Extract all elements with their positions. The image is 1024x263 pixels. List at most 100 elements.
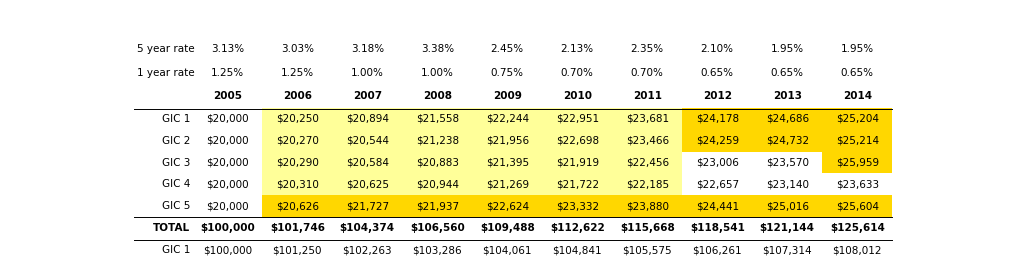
- Bar: [543, 130, 612, 152]
- Text: 2013: 2013: [773, 91, 802, 101]
- Text: $118,541: $118,541: [690, 223, 744, 233]
- Text: $21,269: $21,269: [485, 179, 528, 189]
- Text: 3.18%: 3.18%: [350, 44, 384, 54]
- Bar: [612, 130, 682, 152]
- Bar: [543, 174, 612, 195]
- Text: 2008: 2008: [423, 91, 452, 101]
- Bar: [332, 108, 402, 130]
- Text: $22,698: $22,698: [556, 136, 599, 146]
- Text: $21,238: $21,238: [416, 136, 459, 146]
- Text: $23,570: $23,570: [766, 158, 809, 168]
- Text: $20,250: $20,250: [275, 114, 318, 124]
- Text: $24,178: $24,178: [695, 114, 738, 124]
- Text: 2.10%: 2.10%: [700, 44, 734, 54]
- Text: 0.65%: 0.65%: [841, 68, 873, 78]
- Text: $20,544: $20,544: [346, 136, 389, 146]
- Bar: [543, 152, 612, 174]
- Text: $21,956: $21,956: [485, 136, 528, 146]
- Text: $20,310: $20,310: [275, 179, 318, 189]
- Text: GIC 5: GIC 5: [162, 201, 189, 211]
- Bar: [753, 195, 822, 217]
- Text: $22,185: $22,185: [626, 179, 669, 189]
- Text: $25,016: $25,016: [766, 201, 809, 211]
- Text: 2007: 2007: [352, 91, 382, 101]
- Text: 0.65%: 0.65%: [700, 68, 734, 78]
- Text: $23,332: $23,332: [556, 201, 599, 211]
- Text: $106,261: $106,261: [692, 245, 742, 255]
- Text: $20,584: $20,584: [346, 158, 389, 168]
- Text: 1.00%: 1.00%: [421, 68, 454, 78]
- Text: $23,140: $23,140: [766, 179, 809, 189]
- Text: $21,395: $21,395: [485, 158, 528, 168]
- Text: $20,894: $20,894: [346, 114, 389, 124]
- Text: $20,944: $20,944: [416, 179, 459, 189]
- Text: 2010: 2010: [563, 91, 592, 101]
- Bar: [612, 108, 682, 130]
- Bar: [753, 130, 822, 152]
- Bar: [472, 152, 543, 174]
- Text: GIC 4: GIC 4: [162, 179, 189, 189]
- Text: $108,012: $108,012: [833, 245, 882, 255]
- Bar: [612, 195, 682, 217]
- Text: $107,314: $107,314: [763, 245, 812, 255]
- Text: $24,441: $24,441: [695, 201, 738, 211]
- Text: GIC 3: GIC 3: [162, 158, 189, 168]
- Bar: [332, 195, 402, 217]
- Text: GIC 1: GIC 1: [162, 114, 189, 124]
- Text: $23,880: $23,880: [626, 201, 669, 211]
- Bar: [332, 130, 402, 152]
- Text: $102,263: $102,263: [342, 245, 392, 255]
- Text: 1.00%: 1.00%: [351, 68, 384, 78]
- Bar: [402, 174, 472, 195]
- Bar: [472, 195, 543, 217]
- Text: 1.95%: 1.95%: [841, 44, 873, 54]
- Text: $23,681: $23,681: [626, 114, 669, 124]
- Text: $21,919: $21,919: [556, 158, 599, 168]
- Bar: [262, 174, 332, 195]
- Text: 1 year rate: 1 year rate: [137, 68, 195, 78]
- Text: $20,000: $20,000: [206, 114, 249, 124]
- Text: 2.45%: 2.45%: [490, 44, 524, 54]
- Bar: [332, 152, 402, 174]
- Text: $121,144: $121,144: [760, 223, 815, 233]
- Text: $100,000: $100,000: [200, 223, 255, 233]
- Bar: [682, 108, 753, 130]
- Text: $25,959: $25,959: [836, 158, 879, 168]
- Text: $106,560: $106,560: [410, 223, 465, 233]
- Bar: [822, 130, 892, 152]
- Text: 0.70%: 0.70%: [561, 68, 594, 78]
- Text: 1.95%: 1.95%: [771, 44, 804, 54]
- Text: 0.65%: 0.65%: [771, 68, 804, 78]
- Text: 2005: 2005: [213, 91, 242, 101]
- Text: 3.13%: 3.13%: [211, 44, 244, 54]
- Text: $115,668: $115,668: [620, 223, 675, 233]
- Text: $112,622: $112,622: [550, 223, 604, 233]
- Text: $24,732: $24,732: [766, 136, 809, 146]
- Text: $104,374: $104,374: [340, 223, 395, 233]
- Bar: [822, 195, 892, 217]
- Bar: [332, 174, 402, 195]
- Text: $24,259: $24,259: [695, 136, 738, 146]
- Text: 2.13%: 2.13%: [561, 44, 594, 54]
- Text: GIC 1: GIC 1: [162, 245, 189, 255]
- Text: $20,000: $20,000: [206, 136, 249, 146]
- Text: $20,000: $20,000: [206, 158, 249, 168]
- Text: $20,626: $20,626: [275, 201, 318, 211]
- Text: TOTAL: TOTAL: [153, 223, 189, 233]
- Bar: [682, 130, 753, 152]
- Text: $23,633: $23,633: [836, 179, 879, 189]
- Text: $21,937: $21,937: [416, 201, 459, 211]
- Text: $20,000: $20,000: [206, 179, 249, 189]
- Text: $20,625: $20,625: [346, 179, 389, 189]
- Text: 2011: 2011: [633, 91, 662, 101]
- Text: $20,290: $20,290: [275, 158, 318, 168]
- Text: $24,686: $24,686: [766, 114, 809, 124]
- Text: GIC 2: GIC 2: [162, 136, 189, 146]
- Bar: [402, 195, 472, 217]
- Text: 0.70%: 0.70%: [631, 68, 664, 78]
- Text: $25,214: $25,214: [836, 136, 879, 146]
- Text: $125,614: $125,614: [829, 223, 885, 233]
- Text: $104,841: $104,841: [552, 245, 602, 255]
- Bar: [822, 152, 892, 174]
- Text: 5 year rate: 5 year rate: [137, 44, 195, 54]
